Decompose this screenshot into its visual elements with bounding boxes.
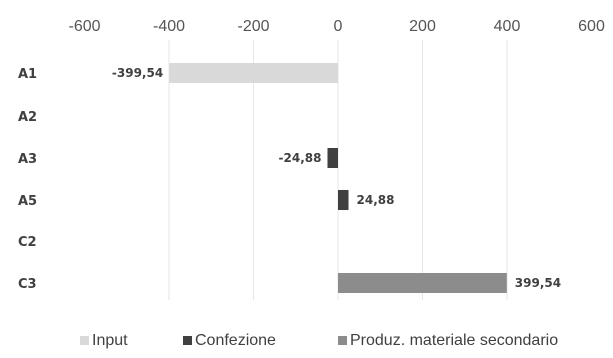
category-label: A3 [18,152,37,167]
legend-label: Produz. materiale secondario [350,332,558,349]
category-label: A2 [18,110,37,125]
x-axis-ticks: -600 -400 -200 0 200 400 600 [68,18,604,35]
legend-label: Confezione [195,332,276,349]
data-labels: -399,54 -24,88 24,88 399,54 [112,66,561,290]
x-tick-label: 0 [334,18,343,35]
bars [169,63,507,293]
x-tick-label: 400 [494,18,521,35]
legend-swatch [80,336,89,345]
bar [338,273,507,293]
legend-label: Input [92,332,128,349]
x-tick-label: -200 [237,18,269,35]
category-label: C2 [18,235,37,250]
x-tick-label: -400 [153,18,185,35]
legend-item: Confezione [183,332,276,349]
legend: Input Confezione Produz. materiale seconda… [80,332,558,349]
bar [327,148,338,168]
legend-swatch [183,336,192,345]
data-label: -24,88 [279,151,322,165]
x-tick-label: -600 [68,18,100,35]
legend-item: Input [80,332,128,349]
legend-swatch [338,336,347,345]
data-label: 24,88 [357,193,395,207]
category-axis: A1 A2 A3 A5 C2 C3 [18,67,37,292]
x-tick-label: 600 [578,18,605,35]
data-label: -399,54 [112,66,163,80]
legend-item: Produz. materiale secondario [338,332,558,349]
x-tick-label: 200 [409,18,436,35]
category-label: A1 [18,67,37,82]
data-label: 399,54 [515,276,561,290]
category-label: A5 [18,194,37,209]
bar [169,63,338,83]
category-label: C3 [18,277,37,292]
grid-lines [168,40,508,300]
bar [338,190,349,210]
